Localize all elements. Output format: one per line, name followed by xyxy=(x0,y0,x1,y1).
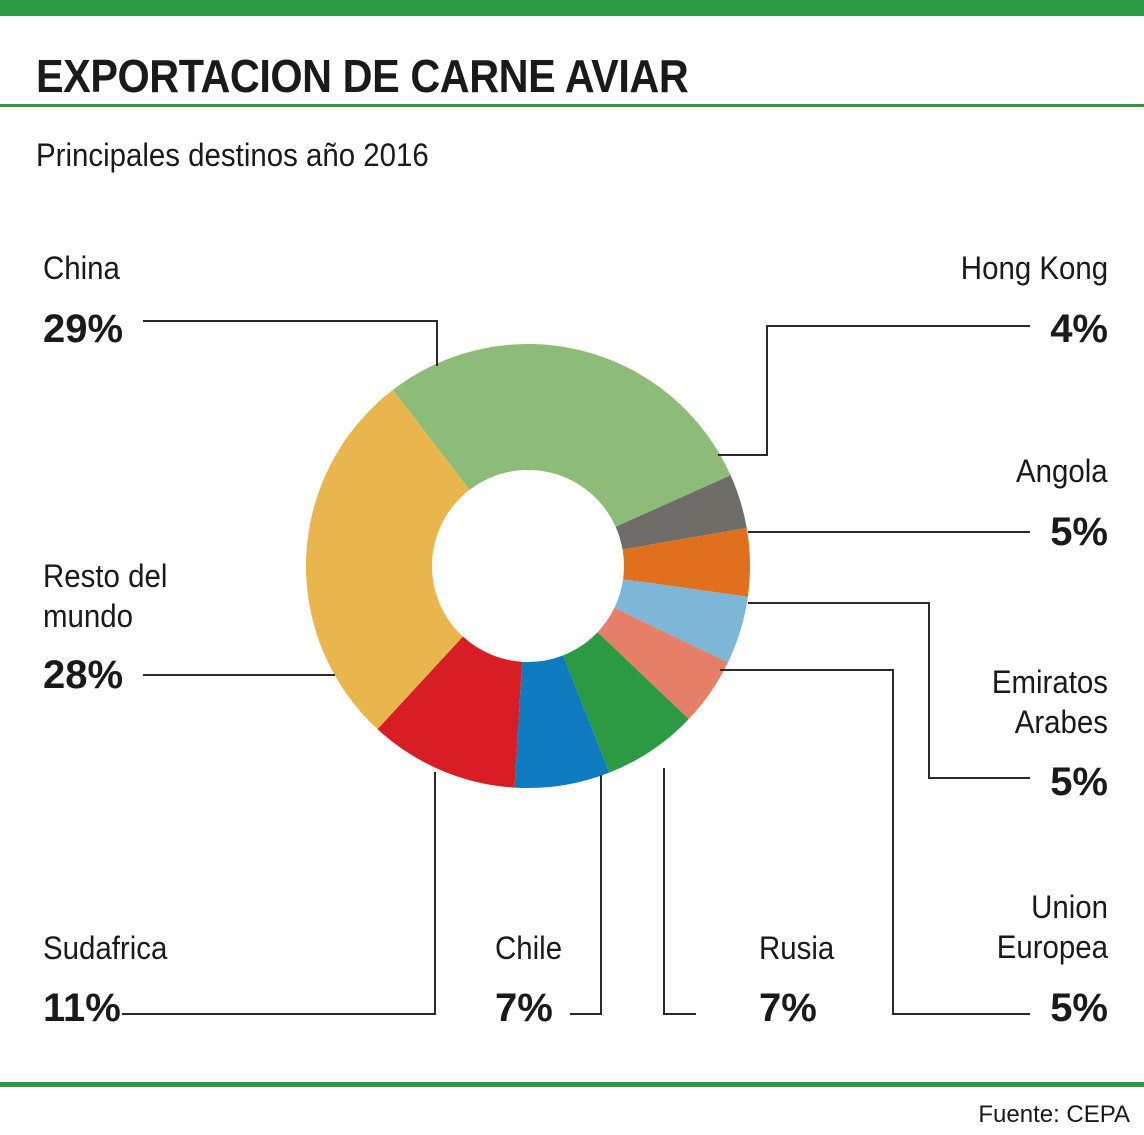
slice-china xyxy=(392,343,731,527)
value-hong-kong: 4% xyxy=(1050,307,1108,351)
leader-line-china xyxy=(143,320,438,366)
label-union-europea: Union Europea xyxy=(996,889,1108,965)
value-union-europea: 5% xyxy=(1050,986,1108,1030)
label-rusia: Rusia xyxy=(759,930,835,966)
chart-title: EXPORTACION DE CARNE AVIAR xyxy=(36,50,689,102)
label-angola: Angola xyxy=(1016,453,1108,489)
source-note: Fuente: CEPA xyxy=(978,1101,1130,1128)
value-china: 29% xyxy=(43,307,124,351)
label-emiratos-arabes: Emiratos Arabes xyxy=(991,664,1108,740)
slice-sudafrica xyxy=(377,636,523,788)
value-chile: 7% xyxy=(495,986,553,1030)
slice-union-europea xyxy=(597,607,728,720)
slice-resto-del-mundo xyxy=(305,389,470,730)
leader-line-union-europea xyxy=(720,669,1030,1015)
leader-line-sudafrica xyxy=(122,772,436,1015)
value-sudafrica: 11% xyxy=(43,986,121,1030)
bottom-rule xyxy=(0,1082,1144,1087)
value-rusia: 7% xyxy=(759,986,817,1030)
leader-line-chile xyxy=(570,775,602,1015)
slice-emiratos-arabes xyxy=(614,579,748,663)
label-hong-kong: Hong Kong xyxy=(960,250,1108,286)
label-resto-del-mundo: Resto del mundo xyxy=(43,558,168,634)
leader-line-hong-kong xyxy=(718,325,1030,456)
title-rule xyxy=(0,104,1144,107)
slice-chile xyxy=(514,655,610,789)
label-chile: Chile xyxy=(495,930,563,966)
label-sudafrica: Sudafrica xyxy=(43,930,168,966)
chart-subtitle: Principales destinos año 2016 xyxy=(36,137,429,173)
leader-line-rusia xyxy=(663,768,696,1015)
slice-angola xyxy=(622,527,750,597)
slice-hong-kong xyxy=(615,475,747,550)
value-emiratos-arabes: 5% xyxy=(1050,760,1108,804)
slice-rusia xyxy=(563,632,689,773)
leader-line-emiratos-arabes xyxy=(748,602,1030,779)
top-rule xyxy=(0,0,1144,16)
label-china: China xyxy=(43,250,120,286)
value-angola: 5% xyxy=(1050,510,1108,554)
value-resto-del-mundo: 28% xyxy=(43,653,124,697)
